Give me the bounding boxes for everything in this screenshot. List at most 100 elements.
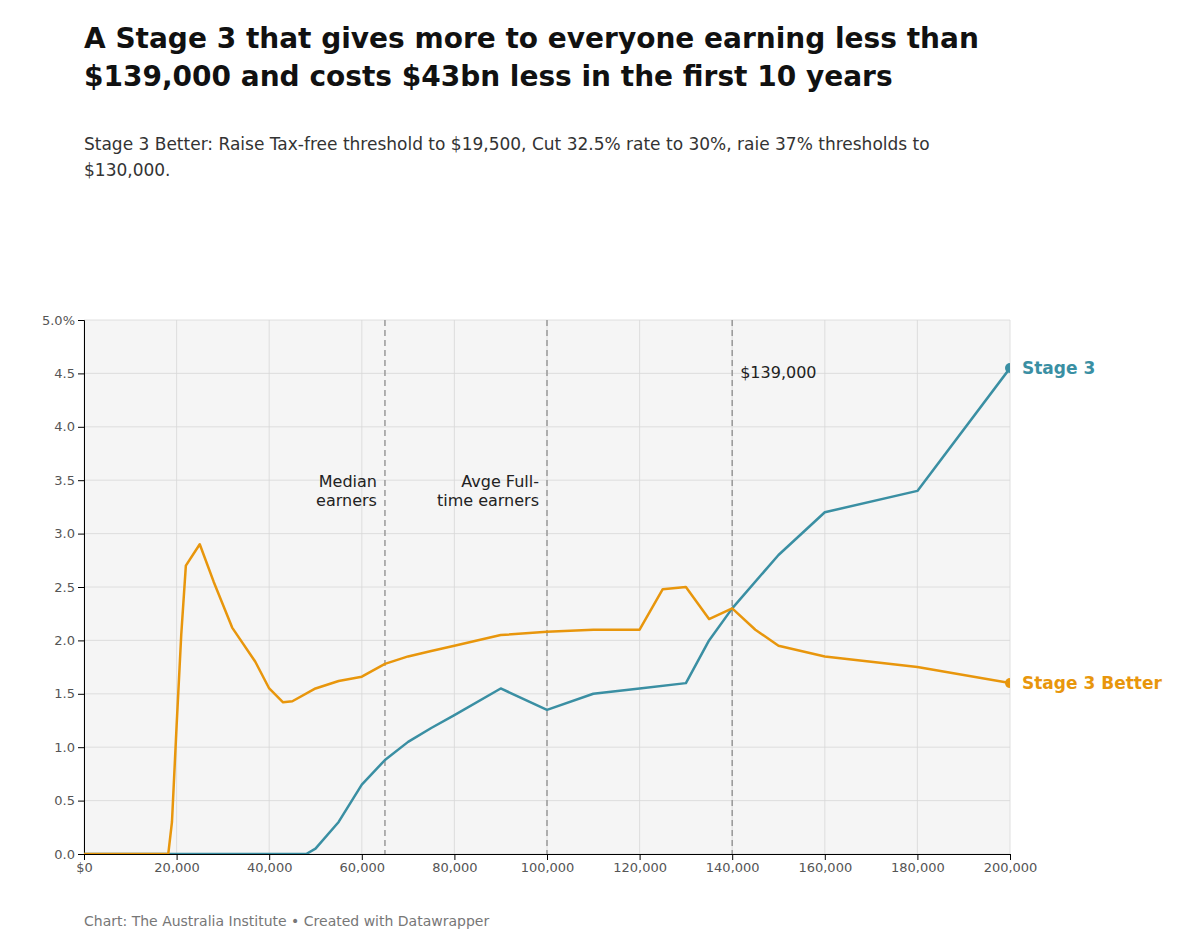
y-tick-mark <box>78 854 84 855</box>
grid-line-x <box>361 320 362 854</box>
end-dot <box>1005 678 1010 688</box>
x-tick: 100,000 <box>521 854 575 875</box>
x-tick: 140,000 <box>706 854 760 875</box>
x-tick-mark <box>640 854 641 860</box>
reference-label-line: $139,000 <box>740 363 816 382</box>
x-tick-label: 40,000 <box>247 860 293 875</box>
y-tick-mark <box>78 640 84 641</box>
subtitle-line: Stage 3 Better: Raise Tax-free threshold… <box>84 134 930 154</box>
x-axis: $0 20,000 40,000 60,000 80,000 100,000 120,000… <box>76 854 1037 875</box>
subtitle: Stage 3 Better: Raise Tax-free threshold… <box>84 134 930 180</box>
labels: Stage 3 Stage 3 Better Medianearners Avge F… <box>316 358 1162 693</box>
reference-label: Avge Full-time earners <box>437 472 539 510</box>
y-tick: 5.0% <box>42 313 84 328</box>
plot-background <box>84 320 1010 854</box>
grid-line-x <box>176 320 177 854</box>
x-tick: 200,000 <box>984 854 1038 875</box>
x-tick-label: 140,000 <box>706 860 760 875</box>
x-tick: 80,000 <box>432 854 478 875</box>
reference-label-line: Avge Full- <box>461 472 539 491</box>
reference-line <box>384 320 386 854</box>
x-tick-label: 20,000 <box>154 860 200 875</box>
series-label: Stage 3 <box>1022 358 1095 378</box>
reference-label-line: Median <box>319 472 377 491</box>
x-tick: 40,000 <box>247 854 293 875</box>
grid-line-x <box>269 320 270 854</box>
grid-line-x <box>454 320 455 854</box>
y-tick: 3.5 <box>54 473 84 488</box>
y-tick-label: 3.5 <box>54 473 75 488</box>
y-tick-label: 1.0 <box>54 740 75 755</box>
series-line <box>84 544 1010 854</box>
x-tick-label: 160,000 <box>798 860 852 875</box>
x-tick-label: 60,000 <box>340 860 386 875</box>
y-tick: 1.0 <box>54 740 84 755</box>
y-tick-mark <box>78 373 84 374</box>
y-tick-mark <box>78 427 84 428</box>
y-tick-label: 0.5 <box>54 793 75 808</box>
reference-line <box>546 320 548 854</box>
x-tick-mark <box>454 854 455 860</box>
x-tick-label: 180,000 <box>891 860 945 875</box>
title: A Stage 3 that gives more to everyone ea… <box>84 22 979 93</box>
x-tick-mark <box>269 854 270 860</box>
y-tick-label: 1.5 <box>54 686 75 701</box>
series-line <box>84 368 1010 854</box>
grid-line-x <box>824 320 825 854</box>
y-tick: 2.5 <box>54 580 84 595</box>
y-tick-label: 4.0 <box>54 419 75 434</box>
y-tick: 3.0 <box>54 526 84 541</box>
grid-line-x <box>917 320 918 854</box>
y-tick-mark <box>78 801 84 802</box>
x-tick-mark <box>547 854 548 860</box>
series-label: Stage 3 Better <box>1022 673 1162 693</box>
y-tick-label: 2.0 <box>54 633 75 648</box>
grid <box>84 320 1010 854</box>
x-tick-mark <box>362 854 363 860</box>
reference-line <box>731 320 733 854</box>
y-tick-mark <box>78 587 84 588</box>
chart: A Stage 3 that gives more to everyone ea… <box>0 0 1200 944</box>
y-tick: 0.5 <box>54 793 84 808</box>
x-tick: $0 <box>76 854 93 875</box>
x-tick-mark <box>732 854 733 860</box>
y-tick-label: 3.0 <box>54 526 75 541</box>
x-tick: 120,000 <box>613 854 667 875</box>
y-tick: 0.0 <box>54 847 84 862</box>
y-tick-mark <box>78 534 84 535</box>
reference-label: Medianearners <box>316 472 377 510</box>
x-tick-label: 200,000 <box>984 860 1038 875</box>
x-tick-mark <box>917 854 918 860</box>
y-tick-mark <box>78 694 84 695</box>
x-tick-label: 80,000 <box>432 860 478 875</box>
grid-line-x <box>732 320 733 854</box>
x-axis-line <box>85 855 1011 861</box>
y-tick-label: 2.5 <box>54 580 75 595</box>
title-line: A Stage 3 that gives more to everyone ea… <box>84 22 979 55</box>
x-tick-mark <box>825 854 826 860</box>
reference-label: $139,000 <box>740 363 816 382</box>
x-tick-mark <box>177 854 178 860</box>
y-tick-label: 5.0% <box>42 313 75 328</box>
y-tick: 2.0 <box>54 633 84 648</box>
x-tick: 20,000 <box>154 854 200 875</box>
y-tick-mark <box>78 480 84 481</box>
y-tick-mark <box>78 320 84 321</box>
x-tick: 180,000 <box>891 854 945 875</box>
footer: Chart: The Australia Institute • Created… <box>84 913 489 929</box>
y-axis: 0.0 0.5 1.0 1.5 2.0 2.5 3.0 3.5 4.0 4.5 5.0% <box>42 313 85 862</box>
y-tick-label: 4.5 <box>54 366 75 381</box>
y-tick-label: 0.0 <box>54 847 75 862</box>
x-tick: 160,000 <box>798 854 852 875</box>
x-tick-label: 100,000 <box>521 860 575 875</box>
y-tick: 4.0 <box>54 419 84 434</box>
reference-label-line: time earners <box>437 491 539 510</box>
x-tick: 60,000 <box>340 854 386 875</box>
grid-line-x <box>547 320 548 854</box>
marks <box>84 320 1010 854</box>
y-tick: 4.5 <box>54 366 84 381</box>
grid-line-x <box>1010 320 1011 854</box>
y-axis-line <box>78 321 85 855</box>
plot: $0 20,000 40,000 60,000 80,000 100,000 120,000… <box>42 313 1163 876</box>
x-tick-mark <box>1010 854 1011 860</box>
